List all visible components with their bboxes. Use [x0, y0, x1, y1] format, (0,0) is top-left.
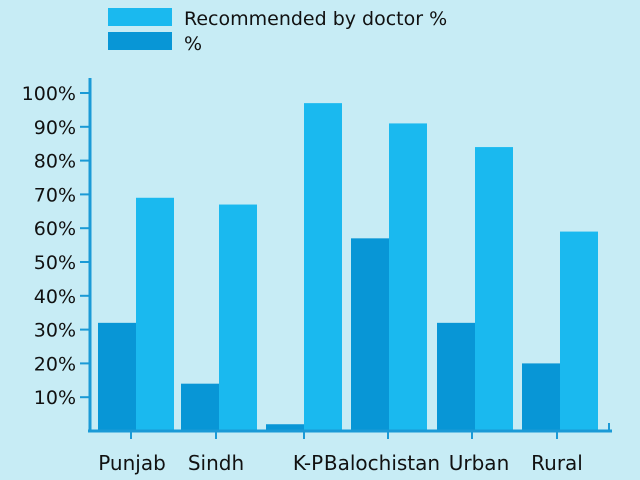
- y-tick-label: 50%: [34, 252, 76, 274]
- bar-rural-percent: [522, 363, 560, 431]
- bar-punjab-recommended-by-doctor: [136, 197, 174, 431]
- y-tick-label: 80%: [34, 151, 76, 173]
- y-tick-label: 70%: [34, 184, 76, 206]
- y-tick-label: 30%: [34, 320, 76, 342]
- bar-rural-recommended-by-doctor: [560, 231, 598, 431]
- y-tick-label: 100%: [22, 83, 76, 105]
- bar-balochistan-percent: [351, 238, 389, 431]
- x-axis: Punjab Sindh K-P Balochistan Urban Rural: [88, 423, 612, 475]
- bar-sindh-percent: [181, 383, 219, 431]
- y-axis: 10% 20% 30% 40% 50% 60% 70% 80% 90% 100%: [22, 78, 92, 431]
- x-label-rural: Rural: [531, 451, 583, 475]
- legend-swatch-percent: [108, 32, 172, 50]
- bar-k-p-recommended-by-doctor: [304, 103, 342, 431]
- bar-urban-percent: [437, 322, 475, 431]
- bar-balochistan-recommended-by-doctor: [389, 123, 427, 432]
- y-tick-label: 40%: [34, 286, 76, 308]
- bar-urban-recommended-by-doctor: [475, 147, 513, 431]
- y-tick-label: 90%: [34, 117, 76, 139]
- bars: [98, 103, 598, 432]
- legend: Recommended by doctor % %: [108, 8, 447, 55]
- legend-swatch-recommended: [108, 8, 172, 26]
- legend-label-percent: %: [184, 33, 202, 55]
- y-tick-label: 20%: [34, 353, 76, 375]
- x-label-balochistan: Balochistan: [324, 451, 440, 475]
- bar-sindh-recommended-by-doctor: [219, 204, 257, 431]
- bar-punjab-percent: [98, 322, 136, 431]
- x-label-punjab: Punjab: [98, 451, 166, 475]
- y-tick-label: 60%: [34, 218, 76, 240]
- x-label-urban: Urban: [449, 451, 510, 475]
- y-tick-label: 10%: [34, 387, 76, 409]
- x-label-sindh: Sindh: [188, 451, 244, 475]
- bar-k-p-percent: [266, 424, 304, 431]
- x-label-k-p: K-P: [293, 451, 323, 475]
- legend-label-recommended: Recommended by doctor %: [184, 8, 447, 30]
